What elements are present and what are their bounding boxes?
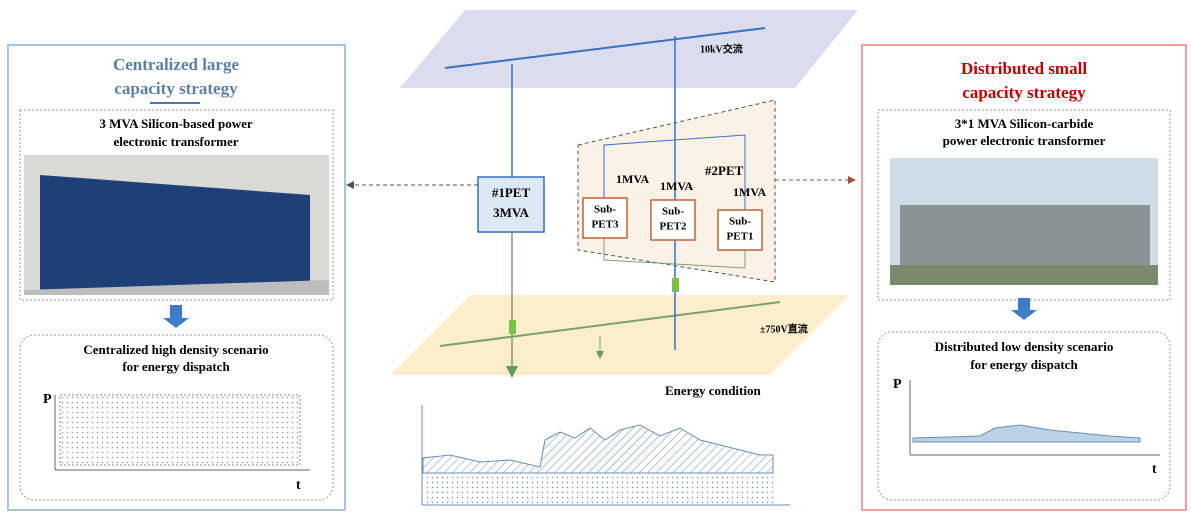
device-label: electronic transformer <box>113 134 238 149</box>
fuse <box>509 320 516 334</box>
panel-title: Centralized large <box>113 55 239 74</box>
sub-rating: 1MVA <box>616 172 649 186</box>
photo-cabinet <box>900 205 1150 265</box>
ac-plane <box>400 10 858 88</box>
axis-label: P <box>43 392 52 407</box>
sub-label: PET1 <box>727 231 754 243</box>
sub-label: Sub- <box>594 204 616 216</box>
scenario-label: for energy dispatch <box>970 357 1078 372</box>
device-label: 3 MVA Silicon-based power <box>99 116 252 131</box>
device-label: 3*1 MVA Silicon-carbide <box>955 116 1094 131</box>
axis-label: t <box>1152 462 1157 477</box>
sub-label: Sub- <box>662 206 684 218</box>
sub-rating: 1MVA <box>660 179 693 193</box>
pet2-label: #2PET <box>705 163 744 178</box>
energy-curve <box>423 425 773 473</box>
diagram: Centralized large capacity strategy 3 MV… <box>0 0 1191 512</box>
device-label: power electronic transformer <box>943 133 1106 148</box>
photo-ground <box>890 265 1158 285</box>
bus-label: 10kV交流 <box>700 42 743 55</box>
sub-label: PET3 <box>592 219 619 231</box>
axis-label: t <box>296 478 301 493</box>
base-load <box>423 473 773 505</box>
sub-label: PET2 <box>660 221 687 233</box>
scenario-label: Centralized high density scenario <box>83 342 268 357</box>
pet1-label: 3MVA <box>493 205 529 220</box>
pet1-label: #1PET <box>492 185 531 200</box>
panel-title: capacity strategy <box>962 83 1086 102</box>
left-panel: Centralized large capacity strategy 3 MV… <box>8 45 345 510</box>
scenario-label: for energy dispatch <box>122 359 230 374</box>
center-diagram: 10kV交流 ±750V直流 #2PET #1PET 3MVA 1MVA Sub-… <box>350 10 858 505</box>
sub-label: Sub- <box>729 216 751 228</box>
fuse <box>672 278 679 292</box>
density-area <box>60 395 300 465</box>
right-panel: Distributed small capacity strategy 3*1 … <box>862 45 1186 510</box>
panel-title: capacity strategy <box>114 79 238 98</box>
energy-label: Energy condition <box>665 383 761 398</box>
scenario-label: Distributed low density scenario <box>935 339 1114 354</box>
bus-label: ±750V直流 <box>760 322 808 335</box>
photo-cabinet <box>40 175 310 290</box>
sub-rating: 1MVA <box>733 185 766 199</box>
panel-title: Distributed small <box>961 59 1087 78</box>
axis-label: P <box>893 377 902 392</box>
